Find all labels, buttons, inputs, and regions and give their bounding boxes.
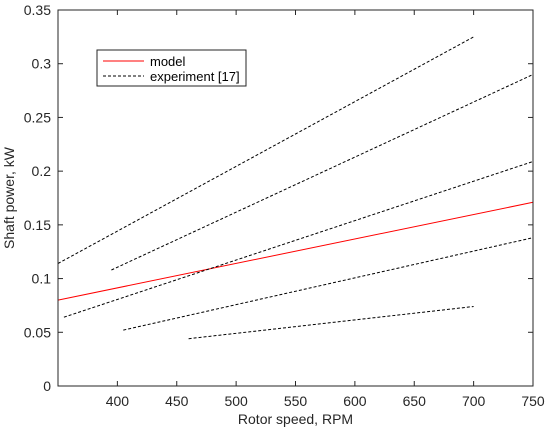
series-line-experiment-2 xyxy=(111,74,534,271)
series-layer xyxy=(57,36,534,340)
x-tick-label: 450 xyxy=(165,393,189,409)
x-tick-label: 750 xyxy=(521,393,545,409)
x-axis-title: Rotor speed, RPM xyxy=(238,411,353,427)
x-tick-label: 550 xyxy=(284,393,308,409)
y-tick-label: 0.05 xyxy=(24,324,51,340)
x-tick-label: 700 xyxy=(462,393,486,409)
x-tick-label: 400 xyxy=(106,393,130,409)
x-tick-label: 650 xyxy=(403,393,427,409)
y-tick-label: 0.15 xyxy=(24,217,51,233)
x-tick-label: 500 xyxy=(224,393,248,409)
legend-box xyxy=(96,49,247,87)
y-tick-label: 0.25 xyxy=(24,109,51,125)
x-ticks: 400 450 500 550 600 650 700 750 xyxy=(106,10,545,409)
x-tick-label: 600 xyxy=(343,393,367,409)
series-line-experiment-3 xyxy=(63,161,534,318)
y-tick-label: 0.1 xyxy=(32,271,52,287)
y-ticks: 0 0.05 0.1 0.15 0.2 0.25 0.3 0.35 xyxy=(24,2,533,394)
y-tick-label: 0.3 xyxy=(32,56,52,72)
legend: model experiment [17] xyxy=(96,49,247,87)
y-axis-title: Shaft power, kW xyxy=(1,146,17,249)
y-tick-label: 0.2 xyxy=(32,163,52,179)
series-line-experiment-5 xyxy=(188,306,474,340)
series-line-experiment-1 xyxy=(57,36,474,264)
legend-model-label: model xyxy=(150,54,186,69)
y-tick-label: 0.35 xyxy=(24,2,51,18)
legend-experiment-label: experiment [17] xyxy=(150,69,240,84)
y-tick-label: 0 xyxy=(43,378,51,394)
series-line-model xyxy=(57,201,534,301)
